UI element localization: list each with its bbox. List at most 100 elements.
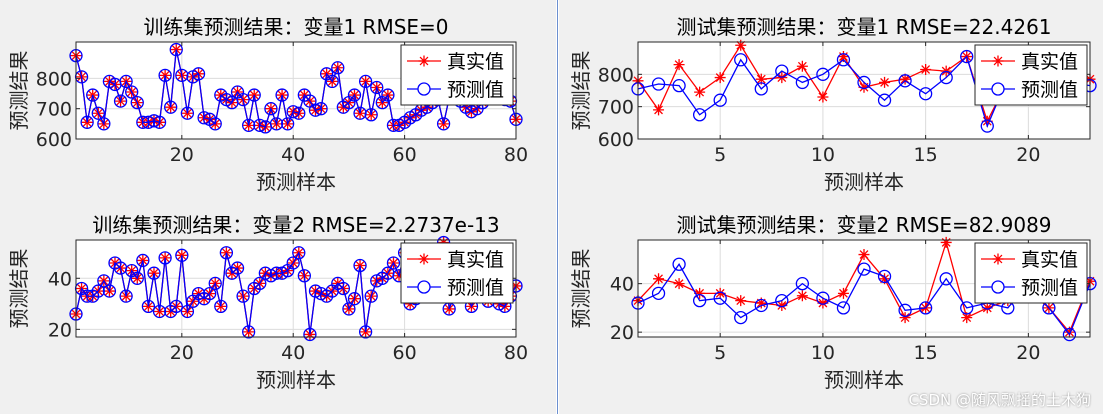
circle-marker xyxy=(358,325,373,339)
circle-marker xyxy=(939,272,953,286)
circle-marker xyxy=(836,301,851,315)
circle-marker xyxy=(242,118,256,133)
circle-marker xyxy=(113,94,128,108)
circle-marker xyxy=(97,117,111,131)
circle-marker xyxy=(208,276,222,291)
chart-3: 5 10 15 20 600 700 800 测试集预测结果：变量1 RMSE=22.4261… xyxy=(569,15,1097,194)
circle-marker xyxy=(877,269,892,284)
legend-star-marker xyxy=(418,253,430,265)
x-tick-label: 40 xyxy=(281,342,305,364)
star-marker xyxy=(714,287,726,299)
x-tick-label: 5 xyxy=(714,144,726,166)
circle-marker xyxy=(136,253,150,268)
chart-title: 测试集预测结果：变量1 RMSE=22.4261 xyxy=(676,15,1051,39)
circle-marker xyxy=(175,68,189,82)
circle-marker xyxy=(898,303,912,317)
circle-marker xyxy=(672,257,686,271)
circle-marker xyxy=(775,64,789,78)
circle-marker xyxy=(325,74,339,89)
star-marker xyxy=(858,81,870,93)
chart-1: 20 40 60 80 600 700 800 训练集预测结果：变量1 RMSE=0 预测样本 预… xyxy=(7,15,528,194)
circle-marker xyxy=(939,70,953,85)
legend-circle-marker xyxy=(417,280,431,294)
circle-marker xyxy=(119,74,133,89)
circle-marker xyxy=(353,258,367,273)
circle-marker xyxy=(918,87,933,101)
circle-marker xyxy=(230,261,245,275)
star-marker xyxy=(879,273,891,285)
circle-marker xyxy=(347,292,362,306)
legend-star-marker xyxy=(418,55,430,67)
legend-label: 预测值 xyxy=(447,277,504,299)
circle-marker xyxy=(734,53,748,67)
star-marker xyxy=(837,51,849,63)
y-axis-label: 预测结果 xyxy=(7,249,31,329)
y-tick-label: 800 xyxy=(598,64,634,86)
circle-marker xyxy=(342,302,356,316)
x-tick-label: 15 xyxy=(914,144,938,166)
x-tick-label: 80 xyxy=(504,342,528,364)
x-tick-label: 80 xyxy=(504,144,528,166)
circle-marker xyxy=(331,61,345,75)
circle-marker xyxy=(152,304,167,319)
circle-marker xyxy=(169,42,183,57)
x-tick-label: 5 xyxy=(714,342,726,364)
watermark: CSDN @随风飘摇的土木狗 xyxy=(908,391,1091,409)
star-marker xyxy=(858,249,870,261)
circle-marker xyxy=(734,310,748,325)
circle-marker xyxy=(692,108,707,122)
circle-marker xyxy=(795,75,810,90)
circle-marker xyxy=(275,88,289,102)
window-divider[interactable] xyxy=(556,0,559,414)
circle-marker xyxy=(141,299,156,314)
circle-marker xyxy=(286,256,300,270)
legend-box xyxy=(974,242,1088,304)
circle-marker xyxy=(816,291,830,305)
star-marker xyxy=(981,115,993,127)
star-marker xyxy=(653,273,665,285)
x-tick-label: 15 xyxy=(914,342,938,364)
circle-marker xyxy=(713,93,727,107)
star-marker xyxy=(817,91,829,103)
y-tick-label: 600 xyxy=(598,129,634,151)
circle-marker xyxy=(713,291,727,305)
circle-marker xyxy=(816,67,830,81)
circle-marker xyxy=(353,106,367,120)
legend-circle-marker xyxy=(991,280,1005,294)
y-tick-label: 600 xyxy=(36,129,72,151)
legend-label: 真实值 xyxy=(1021,51,1078,73)
legend-circle-marker xyxy=(417,82,431,96)
circle-marker xyxy=(672,79,686,93)
circle-marker xyxy=(141,115,156,129)
circle-marker xyxy=(918,301,933,315)
star-marker xyxy=(817,297,829,309)
circle-marker xyxy=(91,284,105,298)
circle-marker xyxy=(264,102,278,116)
circle-marker xyxy=(280,117,295,131)
circle-marker xyxy=(208,117,222,131)
circle-marker xyxy=(236,289,250,303)
circle-marker xyxy=(119,289,133,303)
star-marker xyxy=(735,295,747,307)
circle-marker xyxy=(136,115,150,129)
circle-marker xyxy=(960,301,974,315)
x-tick-label: 60 xyxy=(393,144,417,166)
legend-circle-marker xyxy=(991,82,1005,96)
chart-title: 训练集预测结果：变量1 RMSE=0 xyxy=(143,15,448,39)
circle-marker xyxy=(292,246,306,260)
y-tick-label: 700 xyxy=(36,99,72,121)
x-axis-label: 预测样本 xyxy=(824,368,904,392)
star-marker xyxy=(899,73,911,85)
circle-marker xyxy=(130,95,144,110)
legend-star-marker xyxy=(992,253,1004,265)
axes-frame xyxy=(637,239,1091,338)
legend-box xyxy=(400,242,514,304)
chart-4: 5 10 15 20 20 40 测试集预测结果：变量2 RMSE=82.9089 预测样本 预… xyxy=(569,213,1097,392)
axes-frame xyxy=(75,41,517,140)
circle-marker xyxy=(86,88,100,102)
x-axis-label: 预测样本 xyxy=(824,170,904,194)
x-tick-label: 10 xyxy=(811,342,835,364)
